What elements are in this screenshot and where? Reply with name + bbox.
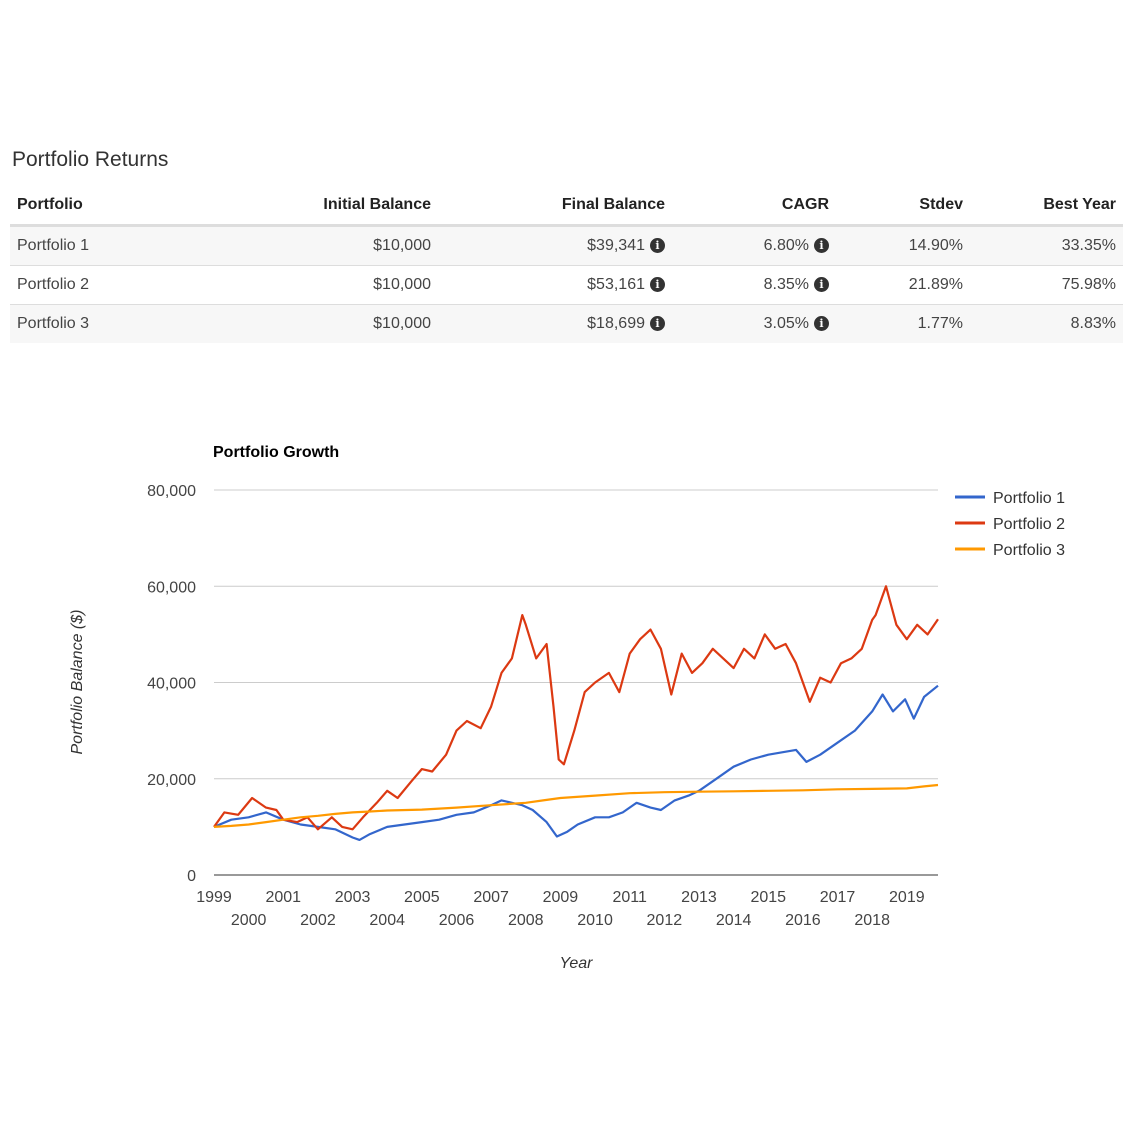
x-tick-label: 2017 <box>820 889 856 906</box>
cagr-value: 8.35% <box>763 276 809 293</box>
info-icon[interactable]: i <box>650 277 665 292</box>
col-header-best-year: Best Year <box>970 186 1123 227</box>
x-tick-label: 2003 <box>335 889 371 906</box>
x-tick-label: 2008 <box>508 912 544 929</box>
col-header-portfolio: Portfolio <box>10 186 224 227</box>
x-tick-label: 2000 <box>231 912 267 929</box>
x-tick-label: 2002 <box>300 912 336 929</box>
cell-portfolio: Portfolio 3 <box>10 304 224 343</box>
x-tick-label: 2006 <box>439 912 475 929</box>
cell-best-year: 33.35% <box>970 225 1123 266</box>
info-icon[interactable]: i <box>814 238 829 253</box>
y-tick-label: 60,000 <box>147 579 196 596</box>
cell-final-balance: $53,161 i <box>438 265 672 305</box>
legend-label: Portfolio 3 <box>993 542 1065 559</box>
col-header-stdev: Stdev <box>836 186 970 227</box>
final-balance-value: $18,699 <box>587 315 645 332</box>
table-row: Portfolio 2 $10,000 $53,161 i 8.35% i 21.8… <box>10 265 1123 305</box>
cagr-value: 3.05% <box>763 315 809 332</box>
x-tick-label: 2010 <box>577 912 613 929</box>
x-tick-label: 2011 <box>612 889 647 906</box>
x-tick-label: 2004 <box>369 912 405 929</box>
x-tick-label: 2016 <box>785 912 821 929</box>
x-tick-label: 2009 <box>543 889 579 906</box>
cell-stdev: 21.89% <box>836 265 970 305</box>
y-tick-label: 0 <box>187 868 196 885</box>
info-icon[interactable]: i <box>650 238 665 253</box>
x-tick-label: 2005 <box>404 889 440 906</box>
legend-label: Portfolio 2 <box>993 516 1065 533</box>
x-tick-label: 2018 <box>854 912 890 929</box>
info-icon[interactable]: i <box>814 277 829 292</box>
col-header-initial-balance: Initial Balance <box>224 186 438 227</box>
cell-portfolio: Portfolio 2 <box>10 265 224 305</box>
cell-best-year: 75.98% <box>970 265 1123 305</box>
table-row: Portfolio 1 $10,000 $39,341 i 6.80% i 14.9… <box>10 225 1123 266</box>
col-header-final-balance: Final Balance <box>438 186 672 227</box>
info-icon[interactable]: i <box>650 316 665 331</box>
cell-stdev: 1.77% <box>836 304 970 343</box>
cell-initial-balance: $10,000 <box>224 265 438 305</box>
series-line-portfolio-1 <box>213 684 939 841</box>
x-tick-label: 2015 <box>750 889 786 906</box>
table-row: Portfolio 3 $10,000 $18,699 i 3.05% i 1.77… <box>10 304 1123 343</box>
legend-label: Portfolio 1 <box>993 490 1065 507</box>
table-header-row: Portfolio Initial Balance Final Balance … <box>10 186 1123 227</box>
cell-initial-balance: $10,000 <box>224 225 438 266</box>
series-line-portfolio-2 <box>213 585 939 831</box>
cell-cagr: 3.05% i <box>672 304 836 343</box>
y-tick-label: 80,000 <box>147 483 196 500</box>
final-balance-value: $39,341 <box>587 237 645 254</box>
cell-best-year: 8.83% <box>970 304 1123 343</box>
x-tick-label: 2007 <box>473 889 509 906</box>
y-axis-label: Portfolio Balance ($) <box>69 610 86 755</box>
portfolio-returns-table: Portfolio Initial Balance Final Balance … <box>10 186 1123 343</box>
cell-final-balance: $18,699 i <box>438 304 672 343</box>
series-line-portfolio-3 <box>213 783 939 828</box>
x-tick-label: 1999 <box>196 889 232 906</box>
x-tick-label: 2019 <box>889 889 925 906</box>
x-axis-label: Year <box>560 955 594 972</box>
info-icon[interactable]: i <box>814 316 829 331</box>
page-title: Portfolio Returns <box>12 148 169 171</box>
final-balance-value: $53,161 <box>587 276 645 293</box>
chart-title: Portfolio Growth <box>213 444 339 461</box>
col-header-cagr: CAGR <box>672 186 836 227</box>
x-tick-label: 2001 <box>265 889 301 906</box>
cell-stdev: 14.90% <box>836 225 970 266</box>
x-tick-label: 2013 <box>681 889 717 906</box>
y-tick-label: 40,000 <box>147 676 196 693</box>
cell-initial-balance: $10,000 <box>224 304 438 343</box>
cell-cagr: 6.80% i <box>672 225 836 266</box>
cell-final-balance: $39,341 i <box>438 225 672 266</box>
cagr-value: 6.80% <box>763 237 809 254</box>
cell-cagr: 8.35% i <box>672 265 836 305</box>
cell-portfolio: Portfolio 1 <box>10 225 224 266</box>
y-tick-label: 20,000 <box>147 772 196 789</box>
x-tick-label: 2014 <box>716 912 752 929</box>
portfolio-growth-chart: Portfolio Growth 0 20,000 40,000 60,000 80,0… <box>69 444 1065 972</box>
x-tick-label: 2012 <box>647 912 683 929</box>
